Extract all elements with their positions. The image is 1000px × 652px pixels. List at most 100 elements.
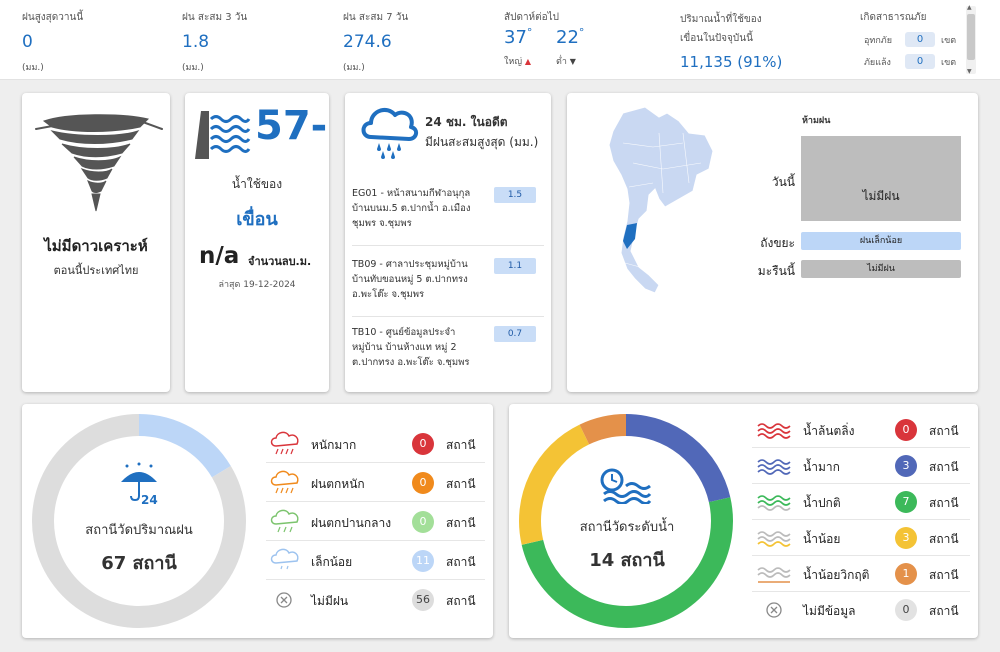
water-stations-label: สถานีวัดระดับน้ำ: [579, 520, 675, 535]
rain-station-row[interactable]: EG01 - หน้าสนามกีฬาอนุกุล บ้านบนม.5 ต.ปา…: [352, 186, 544, 246]
disaster-unit: เขต: [941, 35, 957, 46]
level-name: หนักมาก: [311, 438, 357, 452]
water-donut-segment-3[interactable]: [519, 424, 590, 545]
level-name: ฝนตกปานกลาง: [311, 516, 392, 530]
scroll-up-icon[interactable]: ▲: [967, 4, 972, 11]
dam-card[interactable]: 57- น้ำใช้ของ เขื่อน n/a จำนวนลบ.ม. ล่าส…: [185, 93, 329, 392]
forecast-day2-pill[interactable]: ฝนเล็กน้อย: [801, 232, 961, 250]
stat-value: 1.8: [182, 32, 210, 52]
level-name: ไม่มีข้อมูล: [803, 604, 856, 618]
station-line: ต.ปากทรง อ.พะโต๊ะ จ.ชุมพร: [352, 357, 470, 368]
storm-subtitle: ตอนนี้ประเทศไทย: [53, 264, 139, 277]
arrow-down-icon: ▼: [569, 57, 576, 66]
water-stations-card[interactable]: สถานีวัดระดับน้ำ 14 สถานี น้ำล้นตลิ่ง 0 …: [509, 404, 978, 638]
stat-rain-3d: ฝน สะสม 3 วัน 1.8 (มม.): [182, 10, 247, 74]
forecast-day-today: วันนี้: [771, 175, 795, 189]
rain-station-row[interactable]: TB10 - ศูนย์ข้อมูลประจำ หมู่บ้าน บ้านห้า…: [352, 325, 544, 379]
dam-percent: 57-: [255, 103, 328, 149]
light-rain-icon: [270, 548, 299, 570]
storm-card[interactable]: ไม่มีดาวเคราะห์ ตอนนี้ประเทศไทย: [22, 93, 170, 392]
water-level-row[interactable]: ไม่มีข้อมูล 0 สถานี: [752, 592, 970, 628]
level-unit: สถานี: [446, 438, 476, 452]
station-rain-value: 1.5: [494, 187, 536, 203]
temp-high-label: ใหญ่: [504, 57, 522, 67]
stat-unit: (มม.): [22, 63, 44, 73]
stat-unit: (มม.): [182, 63, 204, 73]
station-line: หมู่บ้าน บ้านห้างแท หมู่ 2: [352, 342, 457, 353]
temp-high: 37° ใหญ่ ▲: [504, 26, 532, 68]
water-level-row[interactable]: น้ำปกติ 7 สถานี: [752, 484, 970, 520]
level-unit: สถานี: [929, 532, 959, 546]
level-unit: สถานี: [446, 555, 476, 569]
station-line: EG01 - หน้าสนามกีฬาอนุกุล: [352, 188, 471, 199]
degree-sign: °: [578, 26, 585, 39]
level-name: ฝนตกหนัก: [311, 477, 365, 491]
stat-value: 274.6: [343, 32, 392, 52]
disaster-count: 0: [905, 32, 935, 47]
summary-scrollbar[interactable]: ▲ ▼: [966, 4, 976, 75]
disaster-flood-row[interactable]: อุทกภัย 0 เขต: [860, 32, 965, 47]
level-count: 0: [412, 433, 434, 455]
level-count: 0: [895, 419, 917, 441]
rain-24h-title-line1: 24 ชม. ในอดีต: [425, 115, 508, 129]
rain-stations-label: สถานีวัดปริมาณฝน: [85, 523, 193, 538]
water-level-row[interactable]: น้ำน้อยวิกฤติ 1 สถานี: [752, 556, 970, 592]
water-level-row[interactable]: น้ำล้นตลิ่ง 0 สถานี: [752, 412, 970, 448]
rain-level-row[interactable]: หนักมาก 0 สถานี: [266, 424, 485, 463]
dam-updated: ล่าสุด 19-12-2024: [218, 280, 296, 290]
water-level-row[interactable]: น้ำน้อย 3 สถานี: [752, 520, 970, 556]
rain-level-row[interactable]: ไม่มีฝน 56 สถานี: [266, 580, 485, 619]
water-level-row[interactable]: น้ำมาก 3 สถานี: [752, 448, 970, 484]
stat-label-2: เขื่อนในปัจจุบันนี้: [680, 33, 753, 44]
rain-level-row[interactable]: เล็กน้อย 11 สถานี: [266, 541, 485, 580]
rain-24h-title: 24 ชม. ในอดีต มีฝนสะสมสูงสุด (มม.): [425, 112, 538, 152]
rain-stations-card[interactable]: 24 สถานีวัดปริมาณฝน 67 สถานี หนักมาก 0 ส…: [22, 404, 493, 638]
dam-volume-value: n/a: [199, 243, 240, 269]
forecast-today-box[interactable]: ไม่มีฝน: [801, 136, 961, 221]
level-count: 0: [895, 599, 917, 621]
water-stations-donut[interactable]: [509, 411, 745, 631]
forecast-title: ห้ามฝน: [802, 116, 831, 126]
forecast-day-2: ถังขยะ: [760, 236, 795, 250]
rain-donut-segment-4[interactable]: [32, 414, 246, 628]
wave-orange-icon: [757, 567, 791, 583]
level-name: ไม่มีฝน: [311, 594, 349, 608]
station-line: TB10 - ศูนย์ข้อมูลประจำ: [352, 327, 456, 338]
rain-donut-segment-3[interactable]: [138, 414, 231, 478]
stat-value: 0: [22, 32, 33, 52]
water-donut-segment-1[interactable]: [625, 414, 731, 503]
level-unit: สถานี: [446, 594, 476, 608]
level-count: 56: [412, 589, 434, 611]
rain-level-row[interactable]: ฝนตกปานกลาง 0 สถานี: [266, 502, 485, 541]
level-unit: สถานี: [929, 496, 959, 510]
level-unit: สถานี: [446, 516, 476, 530]
level-name: น้ำน้อย: [803, 532, 841, 546]
disaster-drought-row[interactable]: ภัยแล้ง 0 เขต: [860, 54, 965, 69]
dam-water-icon: [195, 111, 251, 159]
rain-24h-card[interactable]: 24 ชม. ในอดีต มีฝนสะสมสูงสุด (มม.) EG01 …: [345, 93, 551, 392]
no-rain-icon: [276, 592, 292, 608]
rain-forecast-card[interactable]: ห้ามฝน วันนี้ ไม่มีฝน ถังขยะ ฝนเล็กน้อย …: [567, 93, 978, 392]
rain-stations-donut[interactable]: [22, 411, 256, 631]
umbrella-24h-label: 24: [141, 493, 158, 506]
tornado-icon: [35, 114, 163, 212]
stat-value: 11,135 (91%): [680, 53, 783, 71]
forecast-day3-pill[interactable]: ไม่มีฝน: [801, 260, 961, 278]
station-line: บ้านทับขอนหมู่ 5 ต.ปากทรง: [352, 274, 468, 285]
temp-high-value: 37: [504, 27, 527, 48]
water-donut-segment-2[interactable]: [521, 497, 733, 628]
heavy-rain-icon: [270, 470, 299, 494]
water-stations-center-label: สถานีวัดระดับน้ำ 14 สถานี: [509, 516, 745, 574]
stat-label: เกิดสาธารณภัย: [860, 12, 927, 23]
temp-low-value: 22: [556, 27, 579, 48]
rain-station-row[interactable]: TB09 - ศาลาประชุมหมู่บ้าน บ้านทับขอนหมู่…: [352, 257, 544, 317]
dam-label: น้ำใช้ของ: [231, 177, 283, 191]
thailand-map[interactable]: [593, 103, 743, 303]
rain-level-row[interactable]: ฝนตกหนัก 0 สถานี: [266, 463, 485, 502]
scroll-down-icon[interactable]: ▼: [967, 68, 972, 75]
disaster-unit: เขต: [941, 57, 957, 68]
scroll-thumb[interactable]: [967, 14, 975, 60]
water-donut-segment-4[interactable]: [579, 414, 627, 445]
station-text: EG01 - หน้าสนามกีฬาอนุกุล บ้านบนม.5 ต.ปา…: [352, 186, 482, 231]
stat-label: ปริมาณน้ำที่ใช้ของ: [680, 14, 762, 25]
